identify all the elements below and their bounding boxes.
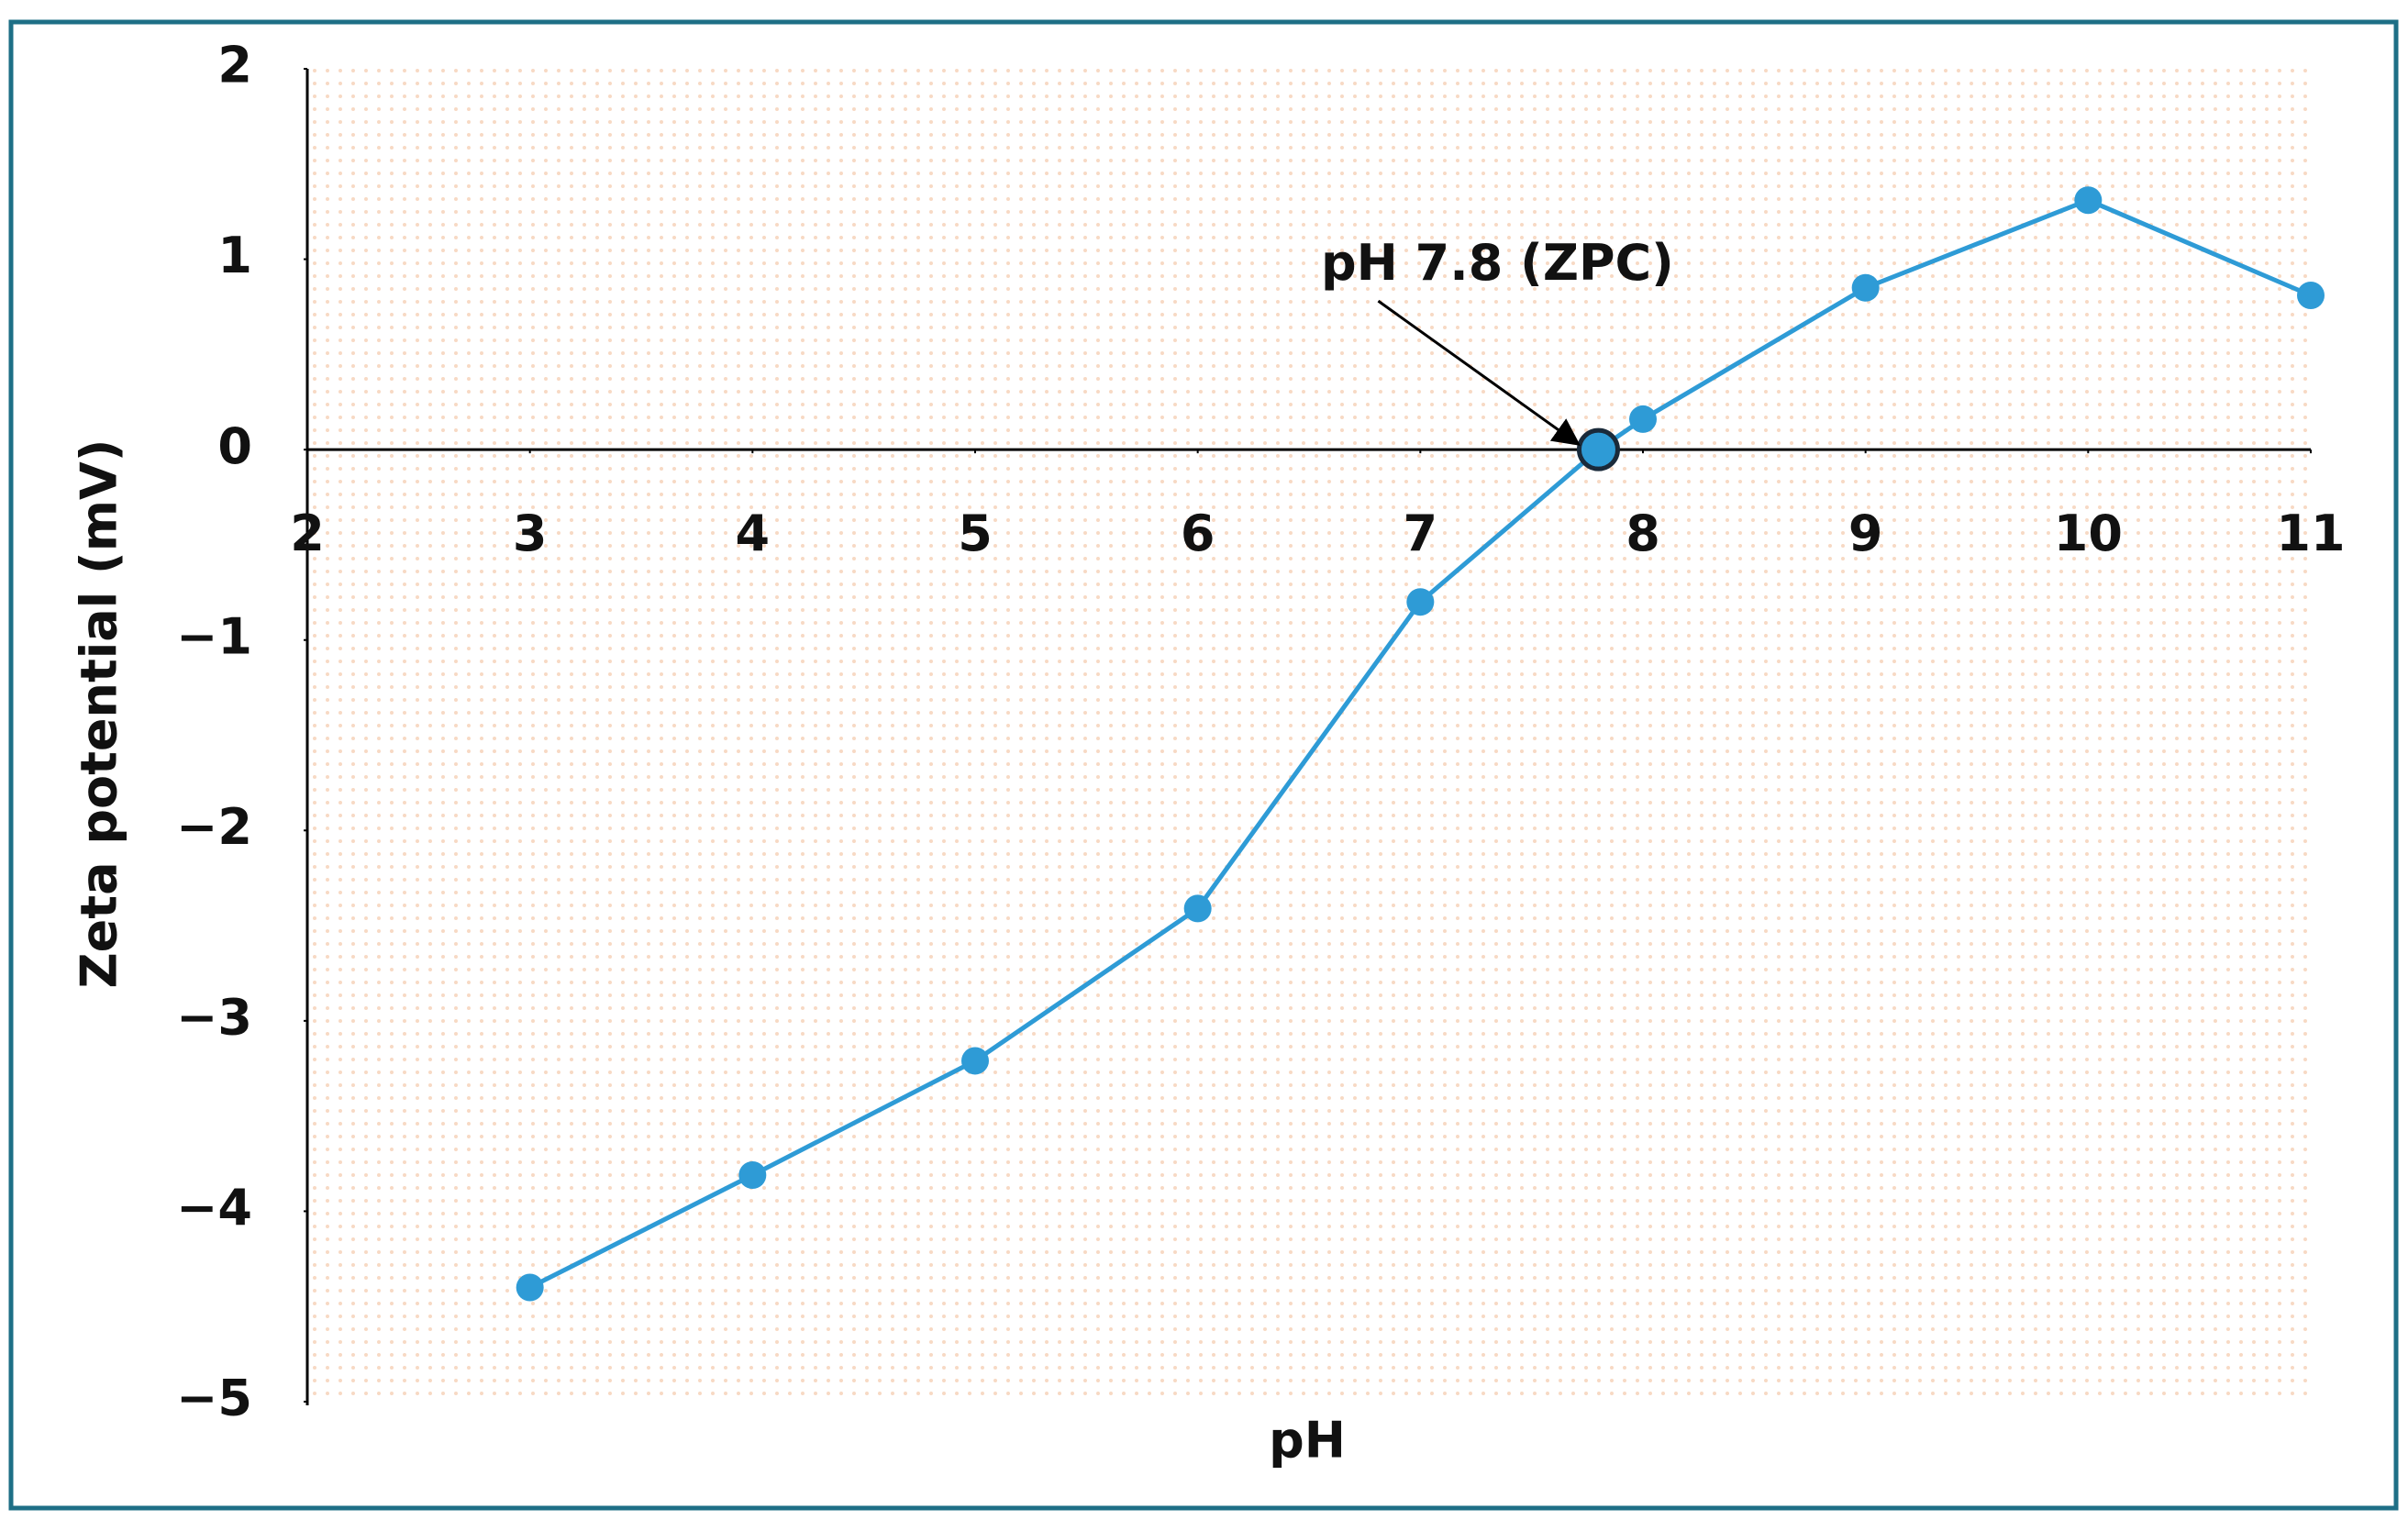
line [528,197,2312,1290]
marker [2297,282,2325,310]
x-tick-label: 2 [290,505,325,562]
x-tick-label: 7 [1404,505,1438,562]
marker [1851,273,1880,302]
marker [516,1273,544,1302]
x-tick-label: 6 [1181,505,1215,562]
y-tick-label: −5 [176,1370,252,1427]
plot-area [312,69,2312,1403]
marker [2074,186,2103,215]
marker [1629,405,1657,433]
annotation-arrow [1377,299,1581,446]
x-tick-label: 3 [513,505,548,562]
x-axis-title: pH [1269,1412,1346,1470]
y-tick-label: 2 [217,37,252,94]
y-tick-label: −2 [176,798,252,856]
y-tick-label: −3 [176,988,252,1046]
x-tick-label: 8 [1626,505,1660,562]
y-axis-title: Zeta potential (mV) [71,439,128,989]
x-tick-label: 5 [958,505,993,562]
y-tick-label: 0 [217,417,252,475]
x-tick-label: 9 [1848,505,1883,562]
x-tick-label: 4 [736,505,771,562]
y-tick-label: −1 [176,607,252,665]
marker [1183,894,1212,923]
annotation-text: pH 7.8 (ZPC) [1321,234,1674,292]
zpc-marker [1576,427,1620,472]
y-tick-label: −4 [176,1179,252,1237]
marker [961,1047,989,1075]
marker [1406,588,1435,616]
x-tick-label: 10 [2054,505,2123,562]
x-tick-label: 11 [2276,505,2345,562]
marker [738,1160,767,1189]
y-tick-label: 1 [217,227,252,284]
